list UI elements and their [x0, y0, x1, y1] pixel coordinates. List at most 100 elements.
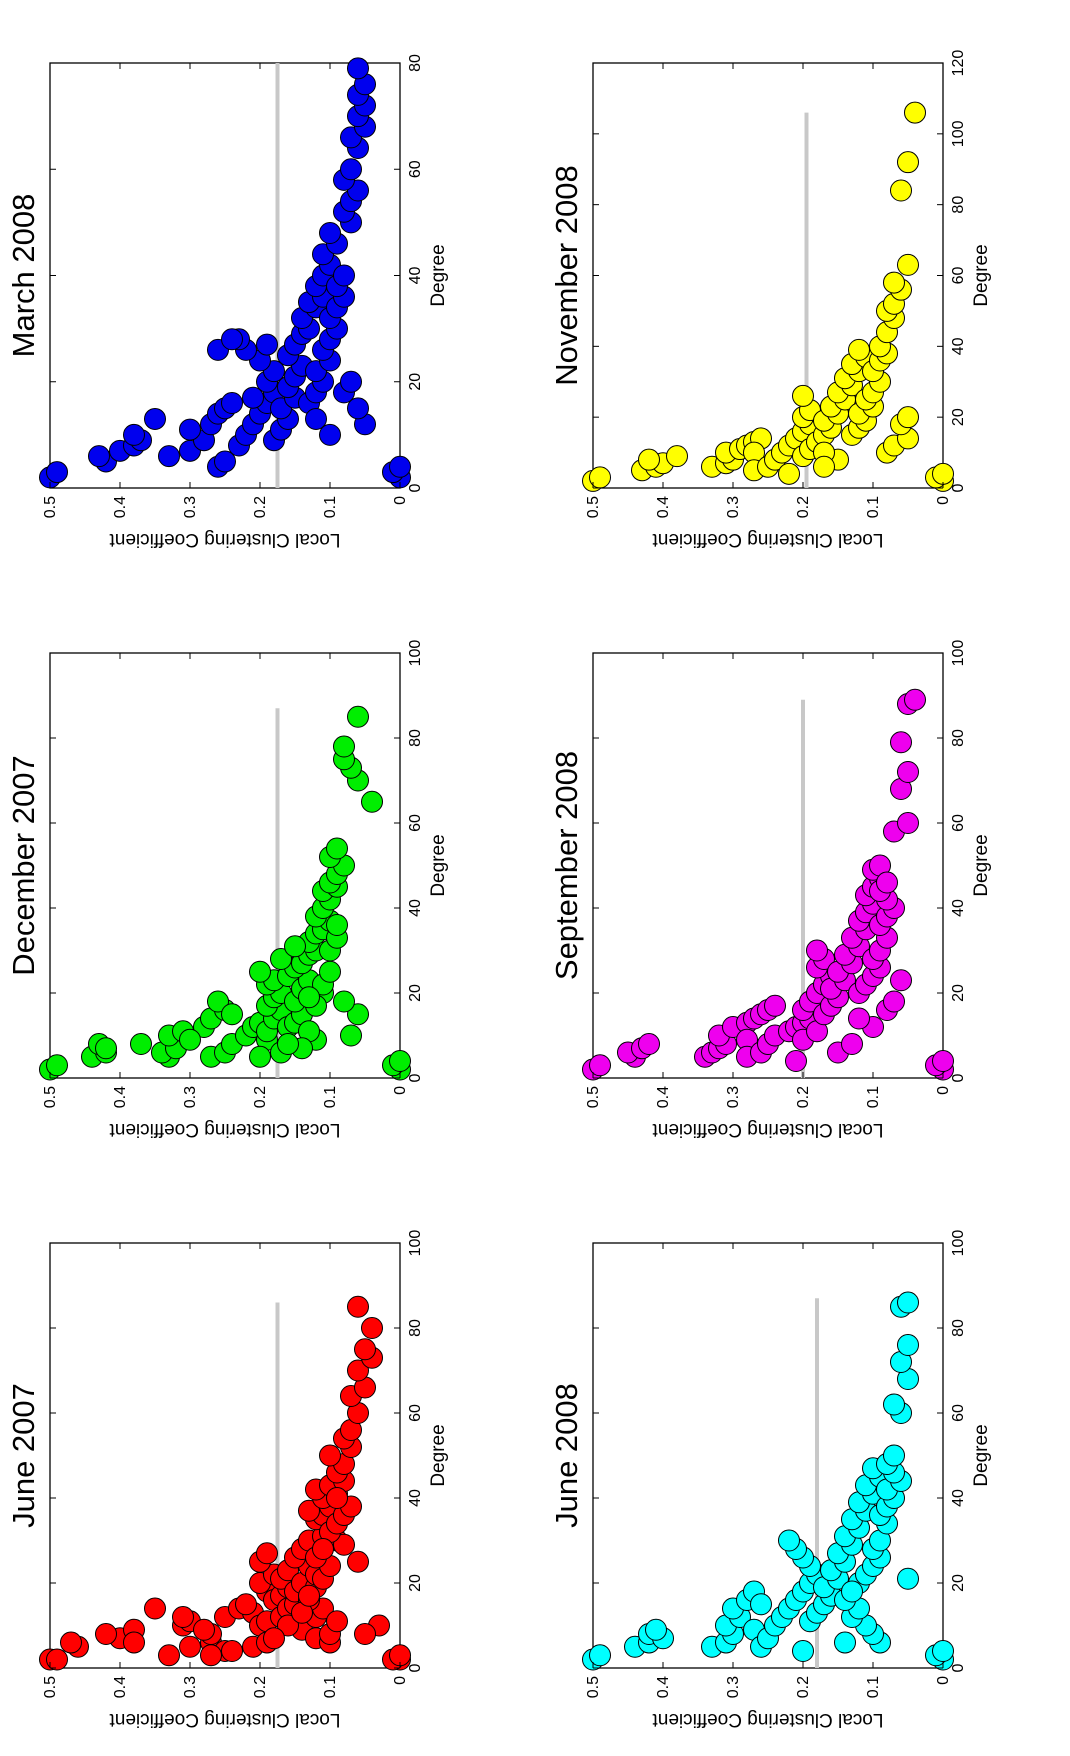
x-tick-label: 80 [950, 196, 967, 214]
x-tick-label: 80 [407, 1319, 424, 1337]
y-tick-label: 0.5 [585, 496, 602, 518]
data-point [890, 969, 912, 992]
y-tick-label: 0.1 [322, 496, 339, 518]
data-point [158, 1644, 180, 1667]
data-point [638, 448, 660, 471]
data-point [263, 1627, 285, 1650]
data-point [46, 461, 68, 484]
data-point [256, 333, 278, 356]
y-tick-label: 0.2 [252, 1676, 269, 1698]
y-tick-label: 0.5 [42, 1676, 59, 1698]
data-point [876, 871, 898, 894]
y-axis-label: Local Clustering Coefficient [109, 1709, 341, 1730]
data-point [144, 1597, 166, 1620]
x-tick-label: 0 [407, 1073, 424, 1082]
data-point [389, 455, 411, 478]
y-axis-label: Local Clustering Coefficient [652, 1119, 884, 1140]
data-point [340, 158, 362, 181]
x-tick-label: 60 [950, 267, 967, 285]
data-point [778, 462, 800, 485]
data-point [897, 1567, 919, 1590]
y-tick-label: 0.5 [42, 1086, 59, 1108]
data-point [834, 1631, 856, 1654]
x-tick-label: 40 [407, 267, 424, 285]
data-point [319, 222, 341, 244]
data-point [123, 1631, 145, 1654]
x-axis-label: Degree [971, 834, 992, 896]
x-tick-label: 80 [407, 54, 424, 72]
y-tick-label: 0.1 [865, 1676, 882, 1698]
x-tick-label: 40 [950, 337, 967, 355]
data-point [778, 1529, 800, 1552]
data-point [333, 990, 355, 1013]
data-point [897, 812, 919, 834]
x-tick-label: 100 [950, 120, 967, 147]
data-point [897, 151, 919, 174]
data-point [347, 1295, 369, 1318]
data-point [347, 1359, 369, 1382]
chart-title: June 2008 [549, 1383, 584, 1528]
y-tick-label: 0.4 [112, 1676, 129, 1698]
data-point [897, 253, 919, 276]
chart-title: June 2007 [6, 1383, 41, 1528]
x-tick-label: 0 [950, 483, 967, 492]
data-point [214, 450, 236, 473]
data-point [95, 1037, 117, 1060]
data-point [193, 1618, 215, 1641]
y-axis-label: Local Clustering Coefficient [109, 529, 341, 550]
data-point [589, 466, 611, 489]
y-tick-label: 0.4 [112, 1086, 129, 1108]
data-point [897, 761, 919, 783]
chart-title: September 2008 [549, 751, 584, 980]
data-point [88, 445, 110, 468]
data-point [361, 790, 383, 813]
data-point [305, 407, 327, 430]
y-tick-label: 0 [392, 1086, 409, 1095]
data-point [848, 338, 870, 361]
chart-title: December 2007 [6, 755, 41, 976]
data-point [46, 1054, 68, 1077]
y-tick-label: 0.3 [725, 496, 742, 518]
y-tick-label: 0.3 [182, 1086, 199, 1108]
panel-june-2007: 0 20 40 60 80 100 0 0.1 0.2 0.3 0.4 0.5 Degree Local … [6, 1230, 449, 1730]
data-point [347, 705, 369, 728]
data-point [172, 1606, 194, 1628]
x-tick-label: 20 [407, 984, 424, 1002]
x-tick-label: 100 [407, 640, 424, 667]
data-point [284, 935, 306, 958]
data-point [841, 1580, 863, 1603]
panel-november-2008: 0 20 40 60 80 100 120 0 0.1 0.2 0.3 0.4 0.5 Degree Loc… [549, 50, 992, 550]
data-point [890, 179, 912, 202]
x-tick-label: 20 [950, 984, 967, 1002]
x-tick-label: 40 [407, 899, 424, 917]
y-tick-label: 0 [392, 496, 409, 505]
x-tick-label: 120 [950, 50, 967, 77]
data-point [904, 688, 926, 711]
data-point [883, 271, 905, 294]
data-point [221, 1640, 243, 1662]
data-point [123, 423, 145, 446]
y-tick-label: 0.4 [655, 1086, 672, 1108]
data-point [361, 1317, 383, 1339]
x-tick-label: 0 [950, 1663, 967, 1672]
data-point [130, 1033, 152, 1055]
x-tick-label: 60 [950, 1404, 967, 1422]
data-point [256, 1542, 278, 1565]
data-point [319, 423, 341, 446]
y-tick-label: 0.1 [322, 1676, 339, 1698]
data-point [645, 1618, 667, 1641]
y-tick-label: 0.2 [795, 1086, 812, 1108]
y-axis-label: Local Clustering Coefficient [652, 1709, 884, 1730]
y-tick-label: 0.1 [322, 1086, 339, 1108]
data-point [326, 1487, 348, 1509]
x-tick-label: 20 [407, 373, 424, 391]
x-tick-label: 100 [950, 1230, 967, 1257]
data-point [179, 418, 201, 441]
y-tick-label: 0 [935, 1086, 952, 1095]
x-tick-label: 40 [407, 1489, 424, 1507]
y-tick-label: 0 [935, 1676, 952, 1685]
data-point [298, 986, 320, 1009]
data-point [277, 1033, 299, 1055]
data-point [904, 101, 926, 124]
